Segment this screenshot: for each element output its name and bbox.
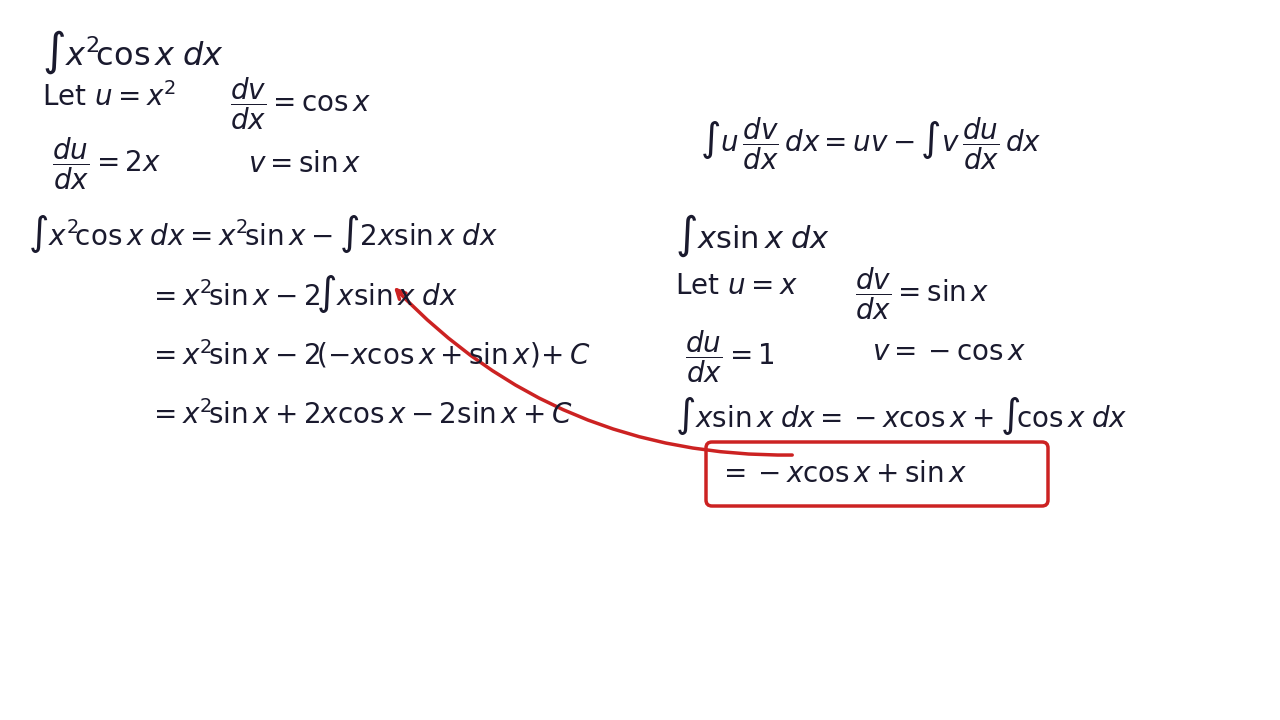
Text: $\dfrac{du}{dx} = 2x$: $\dfrac{du}{dx} = 2x$ xyxy=(52,135,161,192)
Text: $\int x^2\!\cos x\;dx = x^2\!\sin x - \int 2x\sin x\;dx$: $\int x^2\!\cos x\;dx = x^2\!\sin x - \i… xyxy=(28,213,498,255)
Text: $\dfrac{du}{dx} = 1$: $\dfrac{du}{dx} = 1$ xyxy=(685,328,774,384)
Text: $\dfrac{dv}{dx} = \cos x$: $\dfrac{dv}{dx} = \cos x$ xyxy=(230,75,371,132)
Text: $= x^2\!\sin x - 2\!\left(-x\cos x + \sin x\right)\!+C$: $= x^2\!\sin x - 2\!\left(-x\cos x + \si… xyxy=(148,338,591,371)
Text: $\mathrm{Let}\ u = x$: $\mathrm{Let}\ u = x$ xyxy=(675,272,797,300)
Text: $\int x\sin x\;dx = -x\cos x + \int\!\cos x\;dx$: $\int x\sin x\;dx = -x\cos x + \int\!\co… xyxy=(675,395,1128,437)
Text: $v = -\cos x$: $v = -\cos x$ xyxy=(872,338,1027,366)
Text: $= x^2\!\sin x - 2\!\int x\sin x\;dx$: $= x^2\!\sin x - 2\!\int x\sin x\;dx$ xyxy=(148,273,458,315)
Text: $= x^2\!\sin x + 2x\cos x - 2\sin x + C$: $= x^2\!\sin x + 2x\cos x - 2\sin x + C$ xyxy=(148,400,572,430)
Text: $\dfrac{dv}{dx} = \sin x$: $\dfrac{dv}{dx} = \sin x$ xyxy=(855,265,989,322)
Text: $\int x\sin x\;dx$: $\int x\sin x\;dx$ xyxy=(675,213,831,259)
FancyArrowPatch shape xyxy=(397,290,792,455)
Text: $v = \sin x$: $v = \sin x$ xyxy=(248,150,361,178)
Text: INTEGRATION BY PARTS: INTEGRATION BY PARTS xyxy=(824,34,1046,52)
Text: $\int x^2\!\cos x\; dx$: $\int x^2\!\cos x\; dx$ xyxy=(42,28,224,76)
Text: $\mathrm{Let}\ u = x^2$: $\mathrm{Let}\ u = x^2$ xyxy=(42,82,177,112)
Text: $\int u\,\dfrac{dv}{dx}\,dx = uv - \int v\,\dfrac{du}{dx}\,dx$: $\int u\,\dfrac{dv}{dx}\,dx = uv - \int … xyxy=(700,115,1042,171)
Text: INTEGRATION BY PARTS: INTEGRATION BY PARTS xyxy=(124,590,1156,665)
Text: $= -x\cos x + \sin x$: $= -x\cos x + \sin x$ xyxy=(718,460,968,488)
